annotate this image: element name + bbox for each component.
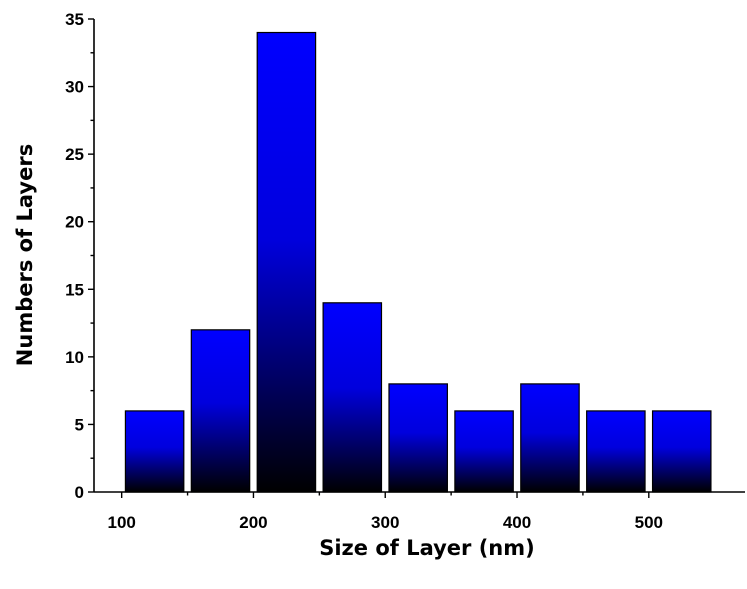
y-tick-label-25: 25: [65, 145, 84, 164]
x-tick-label-300: 300: [371, 513, 399, 532]
bar-525: [651, 410, 712, 493]
y-tick-label-30: 30: [65, 78, 84, 97]
x-tick-label-400: 400: [503, 513, 531, 532]
bar-475: [586, 410, 646, 493]
bar-275: [322, 302, 383, 493]
bars-group: [124, 31, 712, 493]
y-tick-label-0: 0: [75, 483, 84, 502]
y-tick-label-5: 5: [75, 415, 84, 434]
y-tick-label-15: 15: [65, 280, 84, 299]
x-tick-label-500: 500: [635, 513, 663, 532]
y-axis: 0 5 10 15 20 25 30 35: [65, 10, 95, 502]
bar-125: [124, 410, 185, 493]
bar-375: [454, 410, 514, 493]
y-tick-label-35: 35: [65, 10, 84, 29]
y-tick-label-10: 10: [65, 348, 84, 367]
y-tick-label-20: 20: [65, 213, 84, 232]
x-axis: 100 200 300 400 500: [94, 491, 745, 532]
x-axis-title: Size of Layer (nm): [319, 536, 535, 560]
bar-225: [256, 31, 317, 493]
bar-425: [520, 383, 580, 493]
x-tick-label-200: 200: [239, 513, 267, 532]
bar-175: [190, 329, 251, 493]
bar-325: [388, 383, 448, 493]
y-axis-title: Numbers of Layers: [13, 144, 37, 366]
x-tick-label-100: 100: [107, 513, 135, 532]
